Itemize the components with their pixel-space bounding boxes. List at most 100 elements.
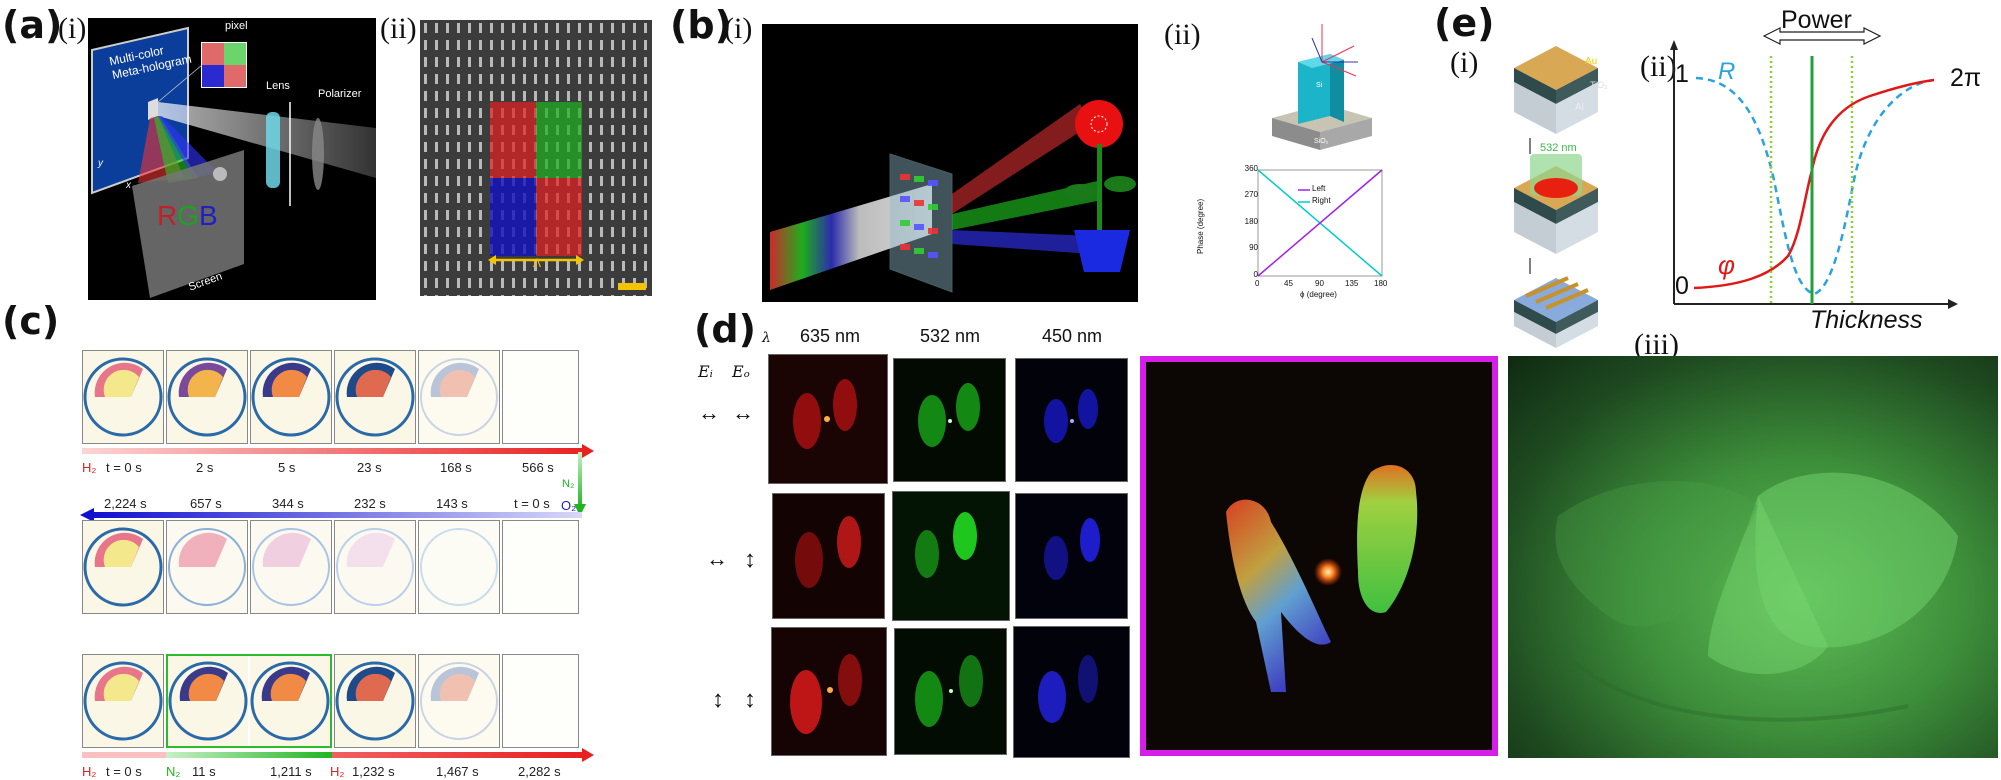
panel-a-sub-i: (i) [58,12,87,45]
medallion-icon [250,661,330,741]
parrot-silhouette-icon [1044,518,1100,580]
hologram-red-row1 [768,354,888,484]
parrot-silhouette-icon [795,516,861,588]
x-axis-label: ϕ (degree) [1300,290,1337,299]
legend-left: Left [1312,184,1326,193]
gas-o2-label: O₂ [561,498,577,513]
panel-b-sub-ii: (ii) [1164,18,1201,51]
laser-wavelength-label: 532 nm [1540,142,1577,154]
polarizer-label: Polarizer [318,88,362,100]
metasurface-flower-illustration [770,100,1136,293]
time-label: 2,224 s [104,496,147,511]
time-label: 1,467 s [436,764,479,779]
y-tick-90: 90 [1249,243,1258,252]
frame [82,350,164,444]
y-tick-360: 360 [1244,164,1258,173]
y-tick-0: 0 [1253,270,1258,279]
two-parrots-hologram [1226,464,1418,692]
sem-image [420,20,652,296]
gas-n2-label: N₂ [166,764,181,779]
hologram-green-row3 [894,628,1007,755]
x-tick-180: 180 [1374,279,1388,288]
hologram-blue-row3 [1013,626,1130,758]
frame [418,350,500,444]
full-color-hologram [1140,356,1498,756]
medallion-icon [168,661,248,741]
gas-h2-label: H₂ [82,460,97,475]
eo-polarization-row2-icon: ↕ [744,546,756,573]
time-label: 1,211 s [270,764,312,779]
fabricated-hologram-photo [1508,356,1998,758]
reflectance-phase-vs-thickness-plot [1670,40,1958,309]
panel-a-sub-ii: (ii) [380,12,417,45]
phase-vs-angle-plot [1257,169,1383,277]
parrot-silhouette-icon [915,655,983,727]
parrot-silhouette-icon [915,512,977,578]
time-label: 566 s [522,460,554,475]
h2-bar-segment [82,752,166,758]
frame [250,350,332,444]
parrot-silhouette-icon [793,379,857,449]
x-tick-90: 90 [1315,279,1324,288]
frame [502,654,579,748]
time-label: 168 s [440,460,472,475]
frame [250,520,332,614]
gas-h2-label: H₂ [82,764,97,779]
frame [166,520,248,614]
frame [166,350,248,444]
medallion-icon [168,528,246,606]
wavelength-635: 635 nm [800,326,861,346]
wavelength-532: 532 nm [920,326,981,346]
hologram-red-row3 [771,627,887,756]
eo-label: Eₒ [732,362,750,381]
power-arrow [1762,8,1882,48]
ei-polarization-row3-icon: ↕ [712,686,724,713]
eo-polarization-row1-icon: ↔ [732,400,754,425]
arrow-head-icon [582,444,594,458]
panel-e-sub-iii: (iii) [1634,328,1679,361]
medallion-icon [420,662,498,740]
axis-x-label: x [126,180,131,191]
c-row1-frames [82,350,579,444]
frame [334,654,416,748]
medallion-icon [336,528,414,606]
medallion-icon [83,661,163,741]
y-tick-270: 270 [1244,190,1258,199]
medallion-icon [83,357,163,437]
al-label: Al [1575,102,1584,113]
panel-label-c: (c) [2,299,60,343]
frame [334,350,416,444]
panel-label-a: (a) [2,3,63,47]
frame [418,654,500,748]
pixel-label: pixel [225,20,248,32]
x-tick-45: 45 [1284,279,1293,288]
medallion-icon [252,528,330,606]
time-label: 5 s [278,460,296,475]
parrot-silhouette-icon [1038,655,1098,723]
x-tick-0: 0 [1255,279,1260,288]
ei-polarization-row2-icon: ↔ [706,546,728,571]
y-tick-0: 0 [1675,272,1689,300]
frame [502,520,579,614]
frame [82,654,164,748]
thickness-chart [1670,40,1990,320]
ei-polarization-row1-icon: ↔ [698,400,720,425]
panel-label-e: (e) [1434,1,1495,45]
time-label: 344 s [272,496,304,511]
panel-label-b: (b) [670,3,732,47]
h2-arrow-row1 [82,448,588,454]
y-tick-2pi: 2π [1950,64,1982,92]
period-label: Λ [533,256,542,270]
eo-polarization-row3-icon: ↕ [744,686,756,713]
medallion-icon [251,357,331,437]
c-row3-frames [82,654,579,748]
arrow-head-icon [582,748,594,762]
n2-highlight-group [166,654,332,748]
tio2-label: TiO₂ [1590,80,1608,90]
n2-down-arrow [578,452,582,508]
panel-label-d: (d) [694,307,756,351]
frame [418,520,500,614]
hologram-green-row2 [892,491,1010,621]
parrot-silhouette-icon [918,383,980,447]
phi-curve-label: φ [1718,250,1735,280]
